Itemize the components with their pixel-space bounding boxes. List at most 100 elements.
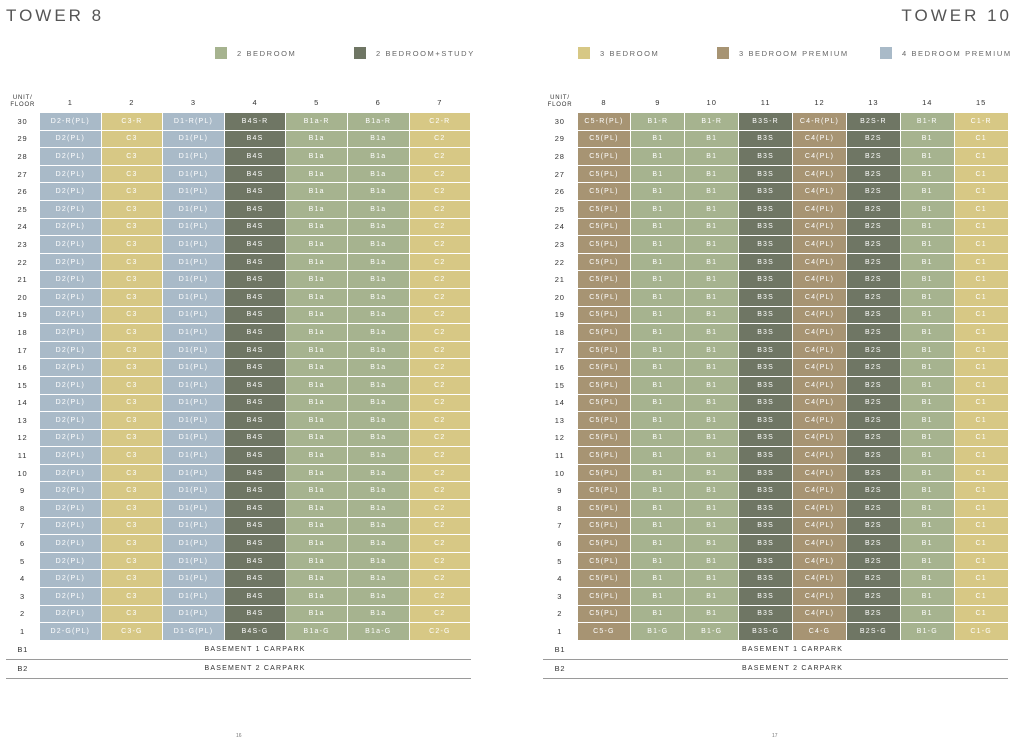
floor-row: 18 D2(PL) C3 D1(PL) B4S B1a B1a C2 [6,323,472,342]
unit-type-cell: B1a-G [285,622,348,641]
unit-type-cell: C2 [408,235,472,254]
unit-type-cell: C5(PL) [576,147,632,166]
unit-type-cell: B1 [899,534,955,553]
unit-type-cell: B3S [738,499,794,518]
unit-type-cell: C5(PL) [576,587,632,606]
header-row: UNIT/FLOOR 8 9 10 11 12 13 14 15 [543,92,1008,113]
unit-type-cell: C1 [953,463,1009,483]
legend-item: 3 BEDROOM [578,47,659,59]
unit-type-cell: B4S [223,551,287,571]
unit-type-cell: C5(PL) [576,604,632,624]
unit-type-cell: B1a [346,305,410,325]
unit-type-cell: C1-R [953,112,1009,131]
unit-type-cell: C2 [408,375,472,395]
unit-type-cell: B4S [223,164,287,184]
floor-number: 27 [543,165,577,183]
unit-type-cell: C4(PL) [792,428,847,448]
unit-type-cell: C5(PL) [576,129,632,149]
unit-type-cell: C2 [408,164,472,184]
unit-type-cell: C3 [100,323,164,342]
unit-type-cell: C3 [100,534,164,553]
floor-row: 12 D2(PL) C3 D1(PL) B4S B1a B1a C2 [6,428,472,448]
floor-row: 8 D2(PL) C3 D1(PL) B4S B1a B1a C2 [6,499,472,518]
floor-row: 19 D2(PL) C3 D1(PL) B4S B1a B1a C2 [6,305,472,325]
unit-type-cell: C1 [953,551,1009,571]
floor-number: 18 [6,323,40,342]
unit-type-cell: C1 [953,428,1009,448]
unit-type-cell: C4(PL) [792,499,847,518]
floor-row: 19 C5(PL) B1 B1 B3S C4(PL) B2S B1 C1 [543,305,1009,325]
floor-number: 12 [6,429,40,447]
unit-type-cell: C2 [408,604,472,624]
floor-number: 21 [6,270,40,289]
unit-type-cell: B1 [899,287,955,307]
unit-type-cell: D2-G(PL) [39,622,102,641]
unit-type-cell: B1 [684,569,740,589]
floor-number: 11 [543,446,577,465]
unit-type-cell: B1a [346,428,410,448]
unit-number-header: 8 [601,97,607,107]
unit-type-cell: B2S [845,463,901,483]
unit-type-cell: B4S [223,375,287,395]
floor-row: 10 D2(PL) C3 D1(PL) B4S B1a B1a C2 [6,463,472,483]
unit-type-cell: B1 [899,235,955,254]
unit-type-cell: C3 [100,428,164,448]
unit-type-cell: B1a [285,481,348,501]
unit-type-cell: B2S [845,147,901,166]
unit-type-cell: B1 [684,340,740,360]
unit-type-cell: B1 [630,393,686,413]
unit-type-cell: B1a [285,411,348,430]
unit-type-cell: B4S [223,446,287,465]
floor-number: 6 [6,534,40,553]
unit-type-cell: C4(PL) [792,182,847,201]
unit-type-cell: B1 [630,323,686,342]
floor-row: 18 C5(PL) B1 B1 B3S C4(PL) B2S B1 C1 [543,323,1009,342]
unit-type-cell: C4(PL) [792,375,847,395]
unit-type-cell: C2 [408,446,472,465]
unit-type-cell: B2S [845,604,901,624]
unit-type-cell: B1 [899,147,955,166]
unit-type-cell: C5(PL) [576,287,632,307]
unit-type-cell: C2 [408,463,472,483]
basement-label: BASEMENT 1 CARPARK [577,640,1009,660]
unit-type-cell: C1 [953,569,1009,589]
floor-row: 10 C5(PL) B1 B1 B3S C4(PL) B2S B1 C1 [543,463,1009,483]
floor-row: 16 D2(PL) C3 D1(PL) B4S B1a B1a C2 [6,358,472,377]
unit-type-cell: B1 [630,252,686,272]
unit-type-cell: B2S [845,164,901,184]
floor-number: 28 [6,147,40,166]
floor-number: 19 [543,306,577,324]
unit-type-cell: B1a [346,446,410,465]
unit-type-cell: C3 [100,340,164,360]
unit-type-cell: C4(PL) [792,340,847,360]
floor-row: 14 D2(PL) C3 D1(PL) B4S B1a B1a C2 [6,393,472,413]
unit-type-cell: D2(PL) [39,463,102,483]
unit-floor-label: UNIT/FLOOR [543,92,577,113]
legend-label: 3 BEDROOM PREMIUM [739,48,849,58]
unit-type-cell: C2 [408,182,472,201]
floor-number: 16 [6,358,40,377]
unit-type-cell: C1 [953,358,1009,377]
floor-number: 5 [6,552,40,570]
unit-type-cell: D2(PL) [39,235,102,254]
unit-type-cell: B3S [738,252,794,272]
floor-row: 14 C5(PL) B1 B1 B3S C4(PL) B2S B1 C1 [543,393,1009,413]
unit-type-cell: C1 [953,129,1009,149]
unit-type-cell: B1 [630,463,686,483]
unit-type-cell: C3 [100,129,164,149]
legend-label: 2 BEDROOM [237,48,297,58]
unit-type-cell: B1 [630,428,686,448]
floor-row: 13 C5(PL) B1 B1 B3S C4(PL) B2S B1 C1 [543,411,1009,430]
unit-type-cell: C2 [408,569,472,589]
unit-type-cell: D1(PL) [162,428,225,448]
unit-type-cell: C3 [100,252,164,272]
tower-10-title: TOWER 10 [901,6,1012,25]
unit-type-cell: B2S [845,551,901,571]
basement-row: B2 BASEMENT 2 CARPARK [6,659,471,679]
unit-type-cell: B1 [630,604,686,624]
page-number-left: 16 [236,733,242,739]
unit-type-cell: B1 [630,516,686,536]
floor-number: 26 [6,182,40,201]
legend-item: 2 BEDROOM+STUDY [354,47,475,59]
unit-type-cell: C2 [408,499,472,518]
